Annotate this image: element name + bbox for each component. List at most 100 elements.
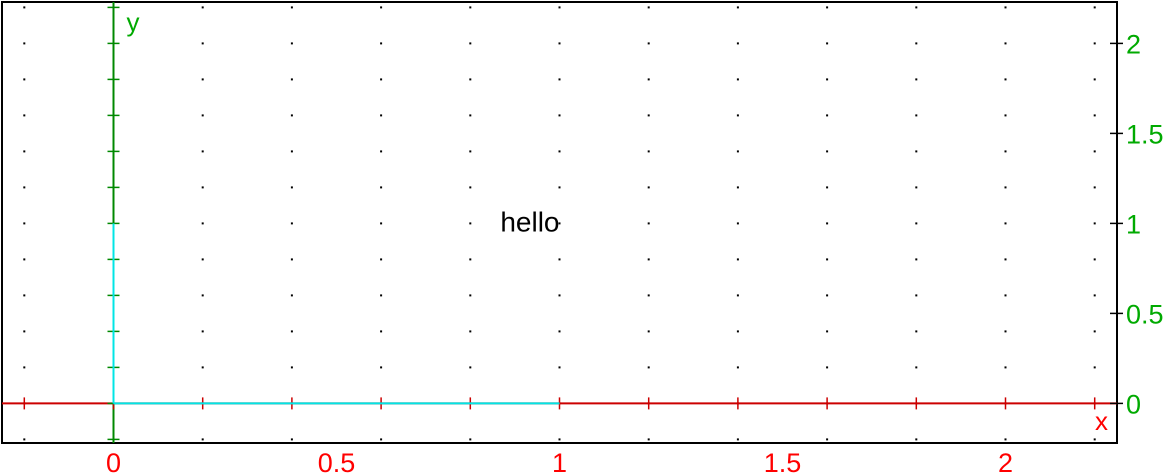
grid-dot: [290, 186, 293, 189]
grid-dot: [915, 150, 918, 153]
grid-dot: [558, 222, 561, 225]
grid-dot: [1093, 258, 1096, 261]
grid-dot: [647, 330, 650, 333]
grid-dot: [736, 114, 739, 117]
grid-dot: [1004, 438, 1007, 441]
grid-dot: [380, 150, 383, 153]
grid-dot: [23, 150, 26, 153]
grid-dot: [1004, 42, 1007, 45]
grid-dot: [290, 294, 293, 297]
grid-dot: [469, 330, 472, 333]
grid-dot: [736, 366, 739, 369]
grid-dot: [380, 438, 383, 441]
grid-dot: [826, 258, 829, 261]
series-group: [112, 223, 560, 405]
grid-dot: [201, 330, 204, 333]
grid-dot: [558, 150, 561, 153]
grid-dot: [647, 258, 650, 261]
y-tick-label: 2: [1126, 29, 1141, 59]
grid-dot: [1093, 42, 1096, 45]
x-tick-label: 0: [106, 448, 121, 476]
grid-dot: [1004, 150, 1007, 153]
grid-dot: [201, 258, 204, 261]
grid-dot: [469, 438, 472, 441]
grid-dot: [23, 330, 26, 333]
grid-dot: [469, 114, 472, 117]
grid-dot: [647, 294, 650, 297]
grid-dot: [1004, 114, 1007, 117]
grid-dot: [558, 186, 561, 189]
grid-dot: [1093, 438, 1096, 441]
grid-dot: [915, 42, 918, 45]
grid-dot: [1004, 6, 1007, 9]
grid-dot: [290, 150, 293, 153]
grid-dot: [380, 366, 383, 369]
grid-dot: [647, 78, 650, 81]
grid-dot: [558, 114, 561, 117]
grid-dot: [647, 150, 650, 153]
grid-dot: [23, 6, 26, 9]
grid-dot: [826, 222, 829, 225]
grid-dot: [23, 42, 26, 45]
grid-dot: [380, 222, 383, 225]
grid-dot: [558, 78, 561, 81]
grid-dot: [736, 330, 739, 333]
grid-dot: [23, 258, 26, 261]
grid-dot: [380, 6, 383, 9]
right-axis-ticks: [1110, 42, 1123, 405]
grid-dot: [23, 78, 26, 81]
grid-dot: [290, 78, 293, 81]
y-tick-label: 1.5: [1126, 119, 1164, 149]
grid-dot: [736, 42, 739, 45]
grid-dot: [290, 114, 293, 117]
grid-dot: [1093, 114, 1096, 117]
grid-dot: [736, 222, 739, 225]
grid-dot: [558, 330, 561, 333]
grid-dot: [915, 222, 918, 225]
grid-dot: [1004, 366, 1007, 369]
grid-dot: [469, 366, 472, 369]
grid-dot: [23, 222, 26, 225]
grid-dot: [1093, 330, 1096, 333]
grid-dot: [1093, 6, 1096, 9]
grid-dot: [915, 6, 918, 9]
grid-dot: [736, 294, 739, 297]
grid-dot: [201, 294, 204, 297]
grid-dot: [469, 186, 472, 189]
grid-dot: [1004, 294, 1007, 297]
grid-dot: [826, 78, 829, 81]
grid-dot: [558, 438, 561, 441]
y-axis-label: y: [127, 7, 140, 37]
grid-dot: [558, 294, 561, 297]
grid-dot: [1093, 150, 1096, 153]
grid-dot: [558, 366, 561, 369]
grid-dot: [290, 330, 293, 333]
x-tick-label: 1.5: [764, 448, 802, 476]
x-tick-labels: 0 0.5 1 1.5 2: [106, 448, 1013, 476]
grid-dot: [1004, 186, 1007, 189]
grid-dot: [915, 294, 918, 297]
grid-dot: [201, 78, 204, 81]
grid-dot: [1093, 78, 1096, 81]
grid-dot: [736, 438, 739, 441]
grid-dot: [290, 366, 293, 369]
grid-dot: [201, 186, 204, 189]
grid-dot: [1004, 330, 1007, 333]
grid-dot: [826, 330, 829, 333]
grid-dot: [736, 258, 739, 261]
grid-dot: [915, 114, 918, 117]
grid-dot: [1093, 366, 1096, 369]
grid-dot: [380, 78, 383, 81]
grid-dot: [23, 186, 26, 189]
annotation-hello: hello: [500, 206, 559, 237]
grid-dot: [647, 438, 650, 441]
grid-dot: [647, 6, 650, 9]
y-tick-labels: 0 0.5 1 1.5 2: [1126, 29, 1164, 419]
grid-dot: [380, 330, 383, 333]
grid-dot: [1093, 186, 1096, 189]
grid-dot: [290, 258, 293, 261]
grid-dot: [826, 42, 829, 45]
grid-dot: [201, 438, 204, 441]
grid-dot: [380, 186, 383, 189]
